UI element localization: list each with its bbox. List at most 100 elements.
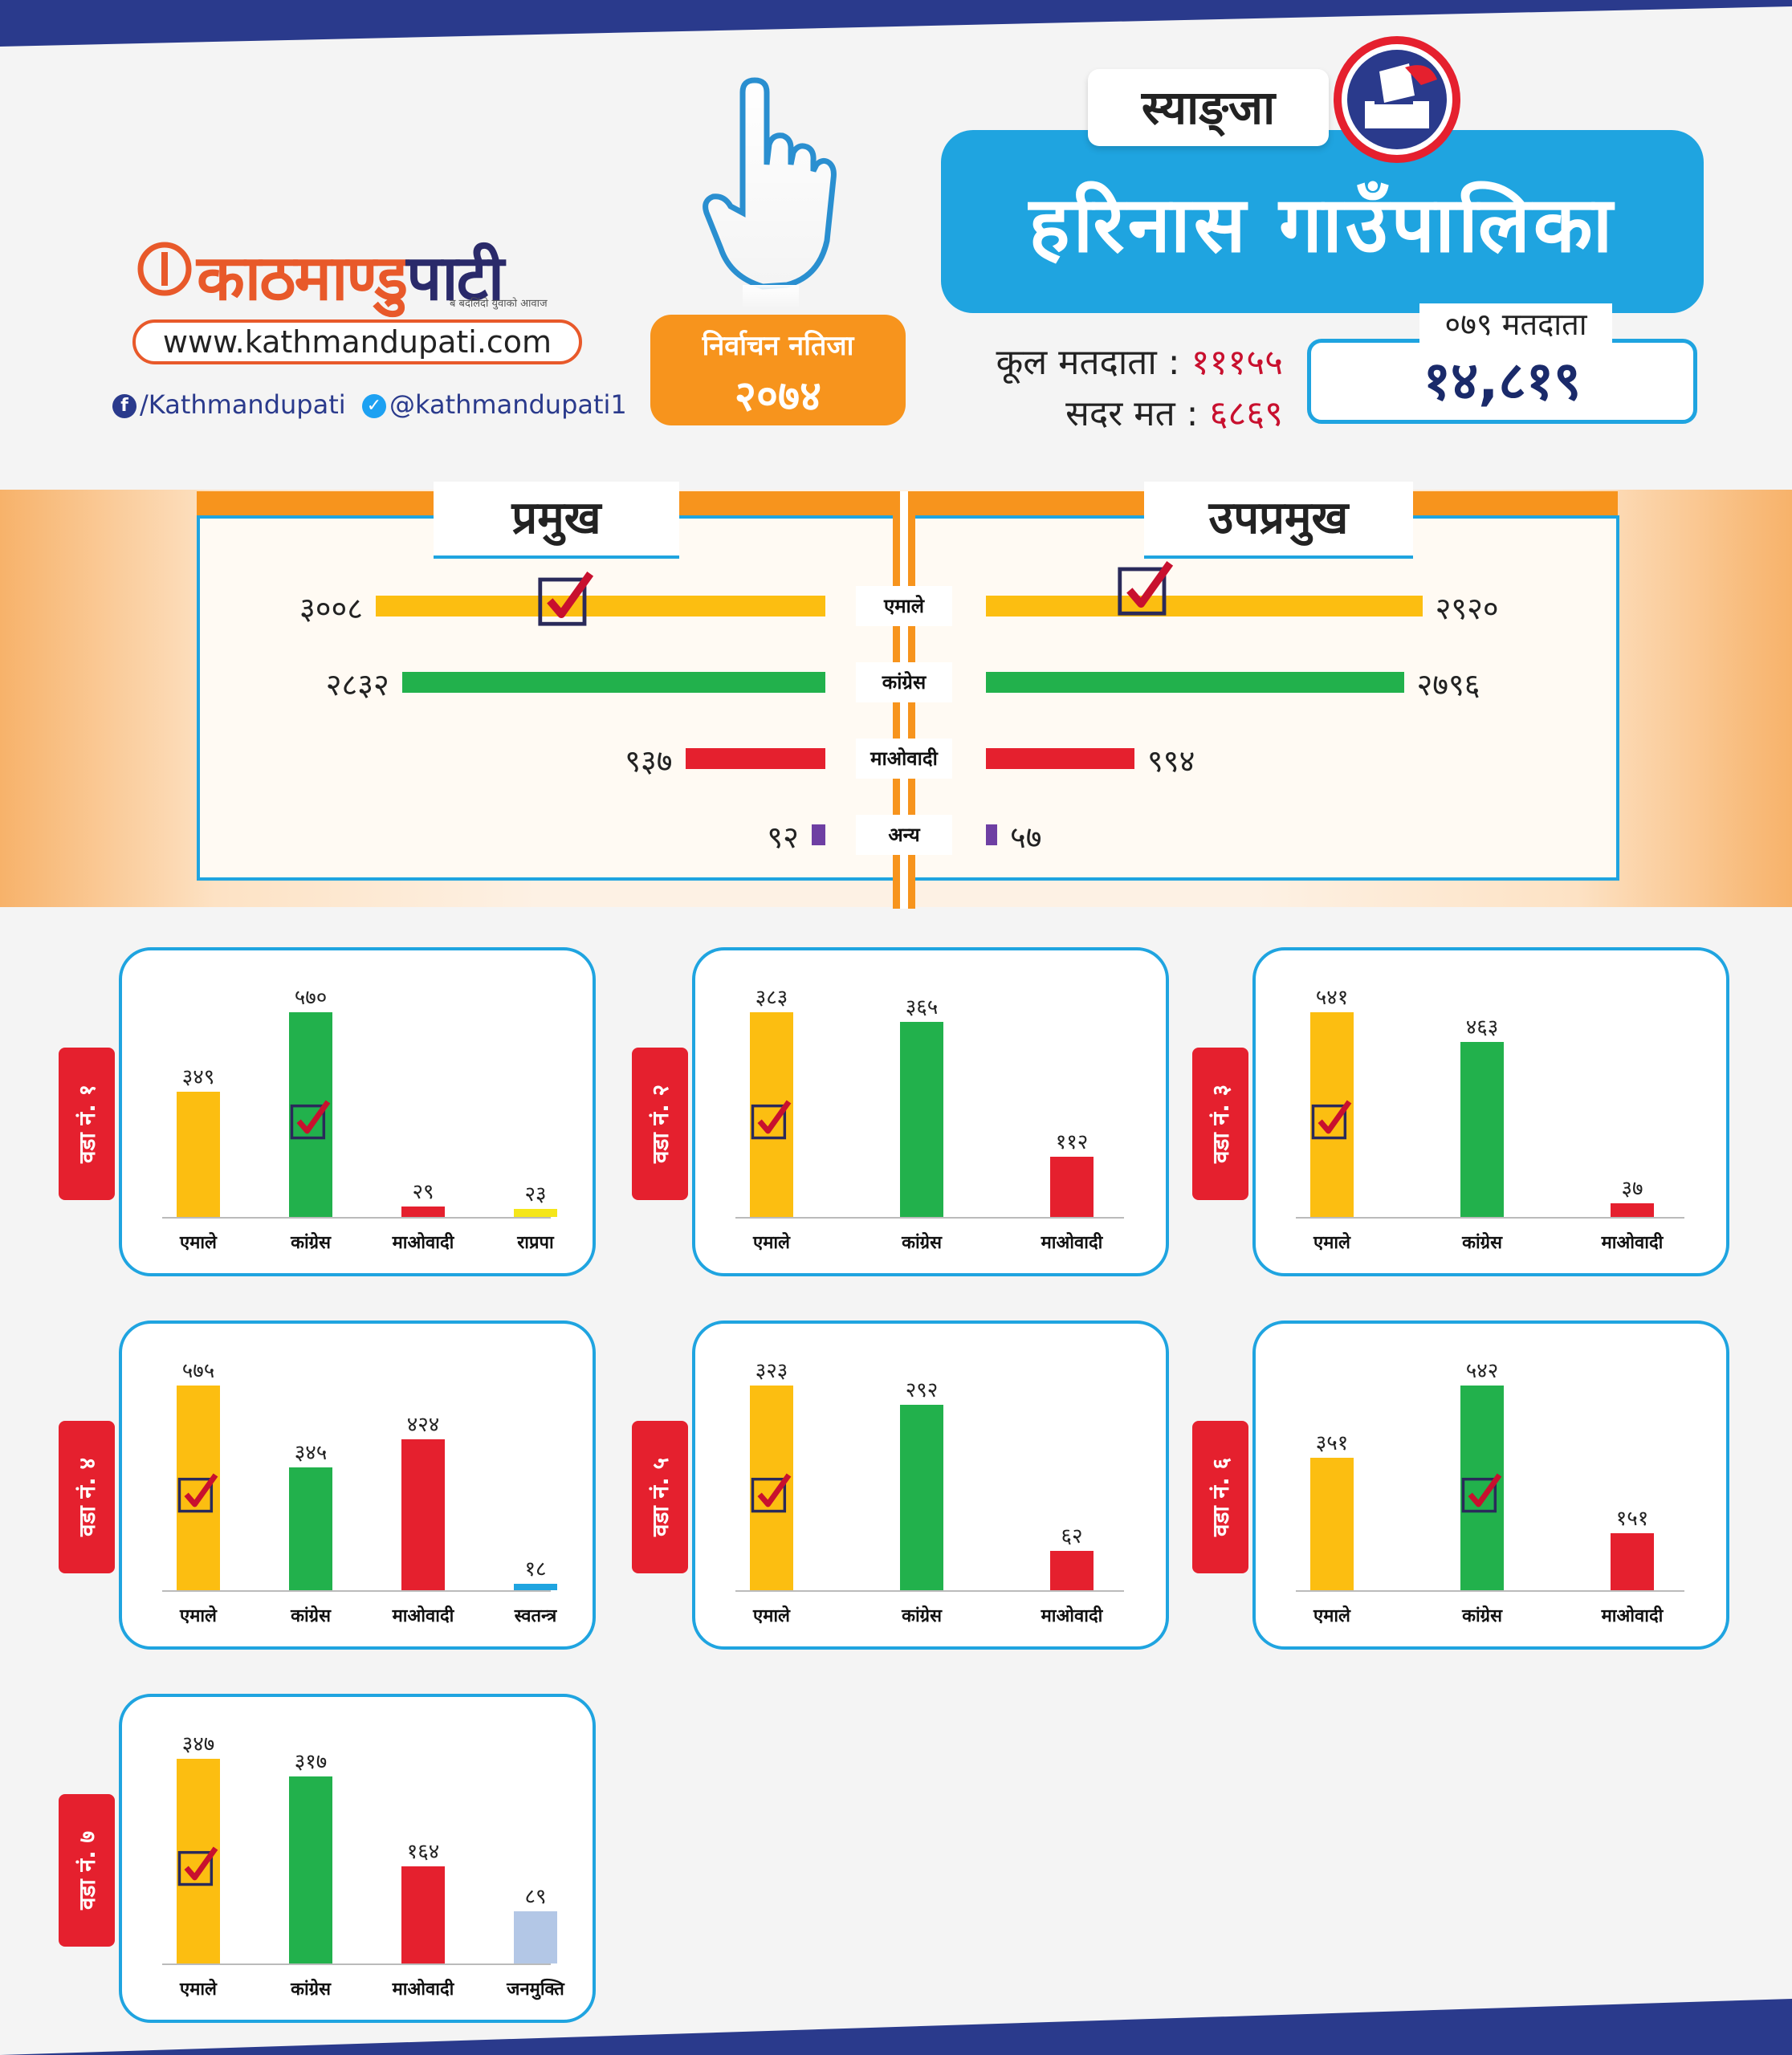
ward-bar bbox=[401, 1207, 445, 1217]
twitter-link[interactable]: @kathmandupati1 bbox=[389, 389, 627, 420]
facebook-link[interactable]: /Kathmandupati bbox=[140, 389, 346, 420]
ward-tag: वडा नं. २ bbox=[632, 1048, 688, 1200]
ward-party-label: राप्रपा bbox=[517, 1233, 554, 1253]
deputy-bar bbox=[986, 748, 1135, 769]
party-label: अन्य bbox=[856, 815, 952, 855]
winner-check-icon bbox=[538, 572, 594, 626]
voters-079-label: ०७९ मतदाता bbox=[1419, 303, 1612, 345]
municipality-title: हरिनास गाउँपालिका bbox=[941, 130, 1704, 313]
deputy-bar bbox=[986, 672, 1404, 693]
ward-bar-value: ५४२ bbox=[1465, 1359, 1499, 1383]
ward-bar-value: ३४५ bbox=[294, 1441, 328, 1465]
ward-party-label: जनमुक्ति bbox=[507, 1980, 564, 2000]
party-label: कांग्रेस bbox=[856, 662, 952, 702]
ward-party-label: स्वतन्त्र bbox=[514, 1606, 557, 1626]
ward-bar bbox=[900, 1405, 943, 1590]
ward-party-label: माओवादी bbox=[1601, 1606, 1664, 1626]
ward-party-label: माओवादी bbox=[1041, 1233, 1103, 1253]
ward-number: वडा नं. ४ bbox=[74, 1457, 100, 1537]
ward-tag: वडा नं. ३ bbox=[1192, 1048, 1248, 1200]
mayor-value: ३००८ bbox=[299, 591, 363, 626]
ballot-box-icon bbox=[1334, 36, 1460, 163]
ward-bar-value: ३२३ bbox=[755, 1359, 788, 1383]
social-links: f/Kathmandupati ✓ @kathmandupati1 bbox=[112, 389, 627, 420]
ward-bar bbox=[1050, 1157, 1094, 1217]
winner-check-icon bbox=[177, 1472, 218, 1512]
ward-bar bbox=[401, 1438, 445, 1590]
ward-bar-value: ४२४ bbox=[406, 1412, 440, 1437]
mayor-bar bbox=[376, 596, 825, 616]
website-link[interactable]: www.kathmandupati.com bbox=[132, 319, 582, 364]
ward-number: वडा नं. ५ bbox=[647, 1457, 674, 1537]
ward-number: वडा नं. ७ bbox=[74, 1830, 100, 1911]
ward-party-label: एमाले bbox=[753, 1606, 790, 1626]
ward-party-label: माओवादी bbox=[1601, 1233, 1664, 1253]
ward-bar bbox=[1611, 1202, 1654, 1217]
deputy-value: ५७ bbox=[1010, 820, 1042, 855]
mayor-bar bbox=[401, 672, 825, 693]
ward-bar-value: ३८३ bbox=[755, 986, 788, 1010]
chart-baseline bbox=[162, 1590, 551, 1592]
ward-tag: वडा नं. ५ bbox=[632, 1421, 688, 1573]
ward-card: ५७५ एमाले ३४५ कांग्रेस ४२४ माओवादी १८ स्वतन्त्र bbox=[119, 1320, 596, 1650]
deputy-value: २७९६ bbox=[1416, 667, 1480, 702]
ward-bar-value: २३ bbox=[524, 1182, 547, 1207]
ward-number: वडा नं. ३ bbox=[1208, 1084, 1234, 1164]
ward-bar bbox=[514, 1911, 557, 1963]
ward-party-label: माओवादी bbox=[392, 1606, 454, 1626]
logo-part2: पाटी bbox=[406, 242, 504, 315]
ward-party-label: माओवादी bbox=[392, 1233, 454, 1253]
ward-bar bbox=[289, 1776, 332, 1963]
voters-079-value: १४,८१९ bbox=[1307, 339, 1697, 424]
facebook-icon: f bbox=[112, 394, 136, 418]
winner-check-icon bbox=[1118, 561, 1174, 616]
twitter-icon: ✓ bbox=[362, 394, 386, 418]
ward-bar-value: ११२ bbox=[1055, 1130, 1089, 1155]
mayor-value: ९३७ bbox=[625, 743, 673, 779]
ward-bar bbox=[900, 1021, 943, 1217]
ward-bar-value: १८ bbox=[524, 1557, 547, 1581]
bottom-decoration bbox=[0, 1999, 1792, 2055]
ward-bar-value: ३१७ bbox=[294, 1750, 328, 1775]
top-decoration bbox=[0, 0, 1792, 47]
valid-votes-value: ६८६९ bbox=[1209, 393, 1283, 434]
ward-bar-value: ३७ bbox=[1621, 1176, 1643, 1201]
ward-card: ३५१ एमाले ५४२ कांग्रेस १५१ माओवादी bbox=[1252, 1320, 1729, 1650]
total-voters-label: कूल मतदाता : bbox=[996, 342, 1180, 383]
ward-card: ३२३ एमाले २९२ कांग्रेस ६२ माओवादी bbox=[692, 1320, 1169, 1650]
ward-bar-value: ५७० bbox=[294, 986, 328, 1010]
chart-baseline bbox=[162, 1217, 551, 1219]
mayor-heading: प्रमुख bbox=[434, 482, 679, 559]
ward-card: ३४९ एमाले ५७० कांग्रेस २९ माओवादी २३ राप्रपा bbox=[119, 947, 596, 1276]
ward-number: वडा नं. ६ bbox=[1208, 1457, 1234, 1537]
ward-tag: वडा नं. ६ bbox=[1192, 1421, 1248, 1573]
logo-tagline: ब बदलिंदो युवाको आवाज bbox=[450, 298, 548, 310]
ward-party-label: एमाले bbox=[753, 1233, 790, 1253]
ward-bar-value: १५१ bbox=[1615, 1506, 1649, 1531]
ward-card: ३४७ एमाले ३१७ कांग्रेस १६४ माओवादी ८९ जनमुक्ति bbox=[119, 1694, 596, 2023]
ward-bar-value: ६२ bbox=[1061, 1524, 1083, 1549]
ward-tag: वडा नं. ४ bbox=[59, 1421, 115, 1573]
ward-party-label: कांग्रेस bbox=[902, 1233, 942, 1253]
ward-party-label: माओवादी bbox=[392, 1980, 454, 2000]
ward-bar-value: ४६३ bbox=[1465, 1015, 1499, 1040]
winner-check-icon bbox=[1461, 1472, 1502, 1512]
ward-tag: वडा नं. ७ bbox=[59, 1794, 115, 1947]
ward-bar-value: १६४ bbox=[406, 1840, 440, 1865]
ward-number: वडा नं. २ bbox=[647, 1084, 674, 1164]
ward-party-label: एमाले bbox=[180, 1233, 217, 1253]
ward-party-label: कांग्रेस bbox=[291, 1606, 331, 1626]
ward-bar bbox=[1460, 1041, 1504, 1217]
voter-stats: कूल मतदाता : १११५५ सदर मत : ६८६९ bbox=[946, 337, 1283, 440]
deputy-heading: उपप्रमुख bbox=[1144, 482, 1413, 559]
ward-bar bbox=[514, 1208, 557, 1217]
party-label: एमाले bbox=[856, 586, 952, 626]
total-voters-value: १११५५ bbox=[1191, 342, 1283, 383]
mayor-bar bbox=[811, 824, 825, 845]
ward-card: ५४१ एमाले ४६३ कांग्रेस ३७ माओवादी bbox=[1252, 947, 1729, 1276]
valid-votes-label: सदर मत : bbox=[1065, 393, 1199, 434]
ward-party-label: माओवादी bbox=[1041, 1606, 1103, 1626]
ward-party-label: एमाले bbox=[1313, 1606, 1350, 1626]
ward-bar-value: ५७५ bbox=[181, 1359, 215, 1383]
ward-tag: वडा नं. १ bbox=[59, 1048, 115, 1200]
